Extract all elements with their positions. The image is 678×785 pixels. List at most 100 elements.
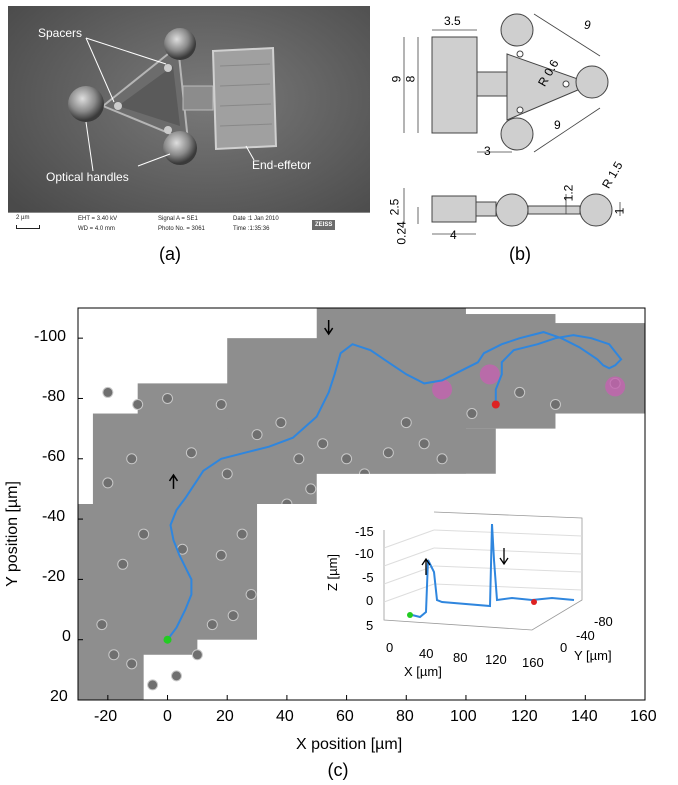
red-blood-cell: [514, 386, 526, 398]
x-tick: 20: [216, 708, 234, 725]
red-blood-cell: [245, 588, 257, 600]
scale-bar: [16, 225, 40, 229]
red-blood-cell: [170, 670, 182, 682]
label-optical-handles: Optical handles: [46, 170, 129, 184]
red-blood-cell: [138, 528, 150, 540]
inset-y-tick: -80: [594, 614, 613, 629]
x-tick: 100: [450, 708, 477, 725]
inset-up-arrow-icon: [421, 557, 431, 575]
inset-z-tick: 0: [366, 593, 374, 608]
info-photo: Photo No. = 3061: [158, 226, 205, 232]
x-tick: 120: [511, 708, 538, 725]
inset-z-label: Z [µm]: [325, 553, 341, 592]
inset-z-tick: -5: [362, 570, 374, 585]
up-arrow-icon: [168, 473, 179, 489]
x-tick: 80: [396, 708, 414, 725]
y-axis-label: Y position [µm]: [3, 481, 21, 587]
info-eht: EHT = 3.40 kV: [78, 216, 118, 222]
inset-box: [383, 511, 583, 631]
sem-image: Spacers Optical handles End-effetor 2 µm…: [8, 6, 370, 238]
y-tick: 0: [62, 628, 71, 645]
inset-start-marker: [407, 612, 413, 618]
y-tick: -20: [42, 568, 66, 585]
inset-x-label: X [µm]: [404, 664, 442, 679]
x-tick: 140: [571, 708, 598, 725]
inset-background: [380, 512, 620, 642]
scale-bar-label: 2 µm: [16, 215, 30, 221]
red-blood-cell: [227, 610, 239, 622]
x-tick: 40: [276, 708, 294, 725]
microscope-tile: [227, 428, 496, 474]
microscope-tile: [451, 314, 556, 429]
inset-y-tick: -40: [576, 628, 595, 643]
red-blood-cell: [341, 453, 353, 465]
inset-y-tick: 0: [560, 640, 568, 655]
red-blood-cell: [206, 619, 218, 631]
red-blood-cell: [191, 649, 203, 661]
inset-y-label: Y [µm]: [574, 648, 612, 663]
caption-c: (c): [327, 760, 349, 780]
start-marker: [163, 635, 172, 644]
x-tick: 0: [163, 708, 172, 725]
red-blood-cell: [185, 447, 197, 459]
zeiss-logo: ZEISS: [312, 220, 336, 230]
red-blood-cell: [96, 619, 108, 631]
trajectory-line: [166, 331, 623, 641]
target-cell: [479, 364, 500, 385]
end-marker: [491, 400, 500, 409]
inset-x-tick: 120: [485, 652, 507, 667]
red-blood-cell: [126, 453, 138, 465]
down-arrow-icon: [324, 320, 334, 336]
inset-x-tick: 40: [419, 646, 434, 661]
red-blood-cell: [215, 549, 227, 561]
label-end-effector: End-effetor: [252, 158, 312, 172]
dim-9-top: 9: [584, 18, 591, 32]
red-blood-cell: [102, 477, 114, 489]
inset-grid: [383, 583, 435, 603]
inset-grid: [433, 529, 583, 537]
red-blood-cell: [215, 398, 227, 410]
inset-end-marker: [531, 599, 537, 605]
inset-grid: [383, 529, 435, 549]
inset-grid: [433, 565, 583, 573]
inset-z-tick: 5: [366, 618, 374, 633]
red-blood-cell: [102, 386, 114, 398]
inset-trajectory: [411, 523, 575, 619]
label-spacers: Spacers: [38, 26, 83, 40]
red-blood-cell: [275, 417, 287, 429]
caption-b: (b): [509, 244, 531, 264]
red-blood-cell: [400, 417, 412, 429]
red-blood-cell: [418, 438, 430, 450]
inset-x-tick: 80: [453, 650, 468, 665]
caption-a: (a): [159, 244, 181, 264]
x-tick: -20: [94, 708, 118, 725]
info-time: Time :1:35:36: [233, 226, 270, 232]
red-blood-cell: [221, 468, 233, 480]
inset-z-tick: -10: [355, 546, 374, 561]
red-blood-cell: [132, 398, 144, 410]
y-tick: 20: [50, 688, 68, 705]
dim-4: 4: [450, 228, 457, 242]
dim-8: 8: [403, 75, 418, 83]
inset-x-tick: 0: [386, 640, 394, 655]
target-cell: [432, 379, 453, 400]
dim-9-bottom: 9: [554, 118, 561, 132]
sem-infobar: 2 µm EHT = 3.40 kV WD = 4.0 mm Signal A …: [8, 212, 370, 238]
red-blood-cell: [436, 453, 448, 465]
inset-z-tick: -15: [355, 524, 374, 539]
red-blood-cell: [126, 658, 138, 670]
target-cell: [605, 376, 626, 397]
red-blood-cell: [466, 408, 478, 420]
red-blood-cell: [108, 649, 120, 661]
plot-frame: [77, 307, 646, 701]
dim-1-2: 1.2: [561, 184, 576, 202]
dim-3: 3: [484, 144, 491, 158]
inset-down-arrow-icon: [499, 548, 509, 566]
trajectory-plot: [77, 307, 646, 701]
inset-grid: [433, 547, 583, 555]
red-blood-cell: [162, 392, 174, 404]
dim-9-left: 9: [389, 75, 404, 83]
red-blood-cell: [236, 528, 248, 540]
sem-micrograph: [8, 6, 370, 238]
inset-grid: [383, 547, 435, 567]
